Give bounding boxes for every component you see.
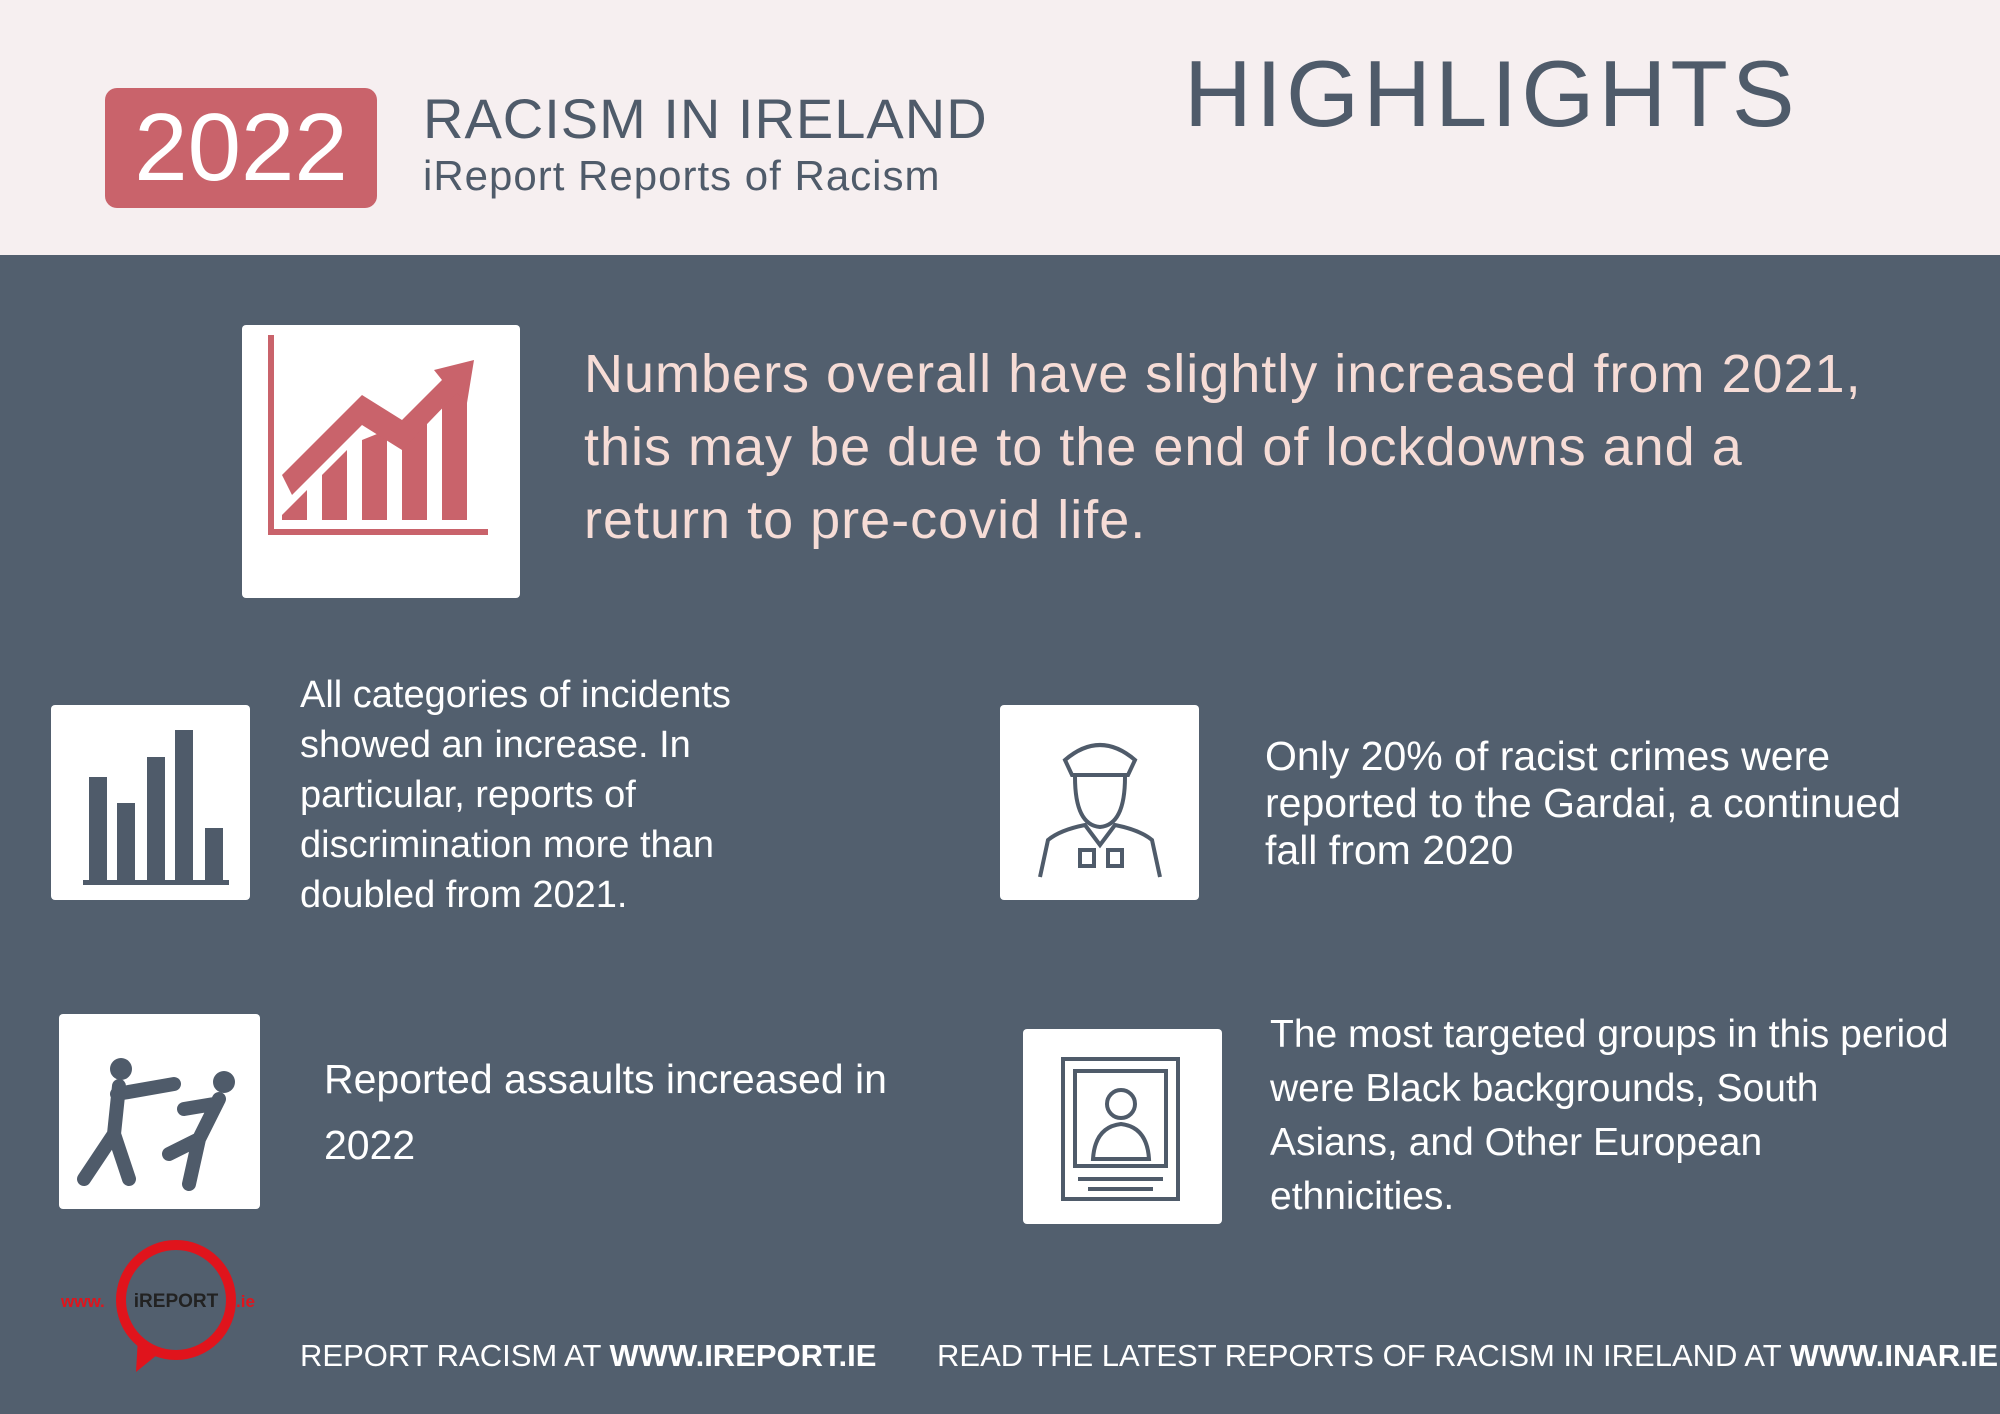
footer-link: WWW.IREPORT.IE bbox=[609, 1338, 877, 1373]
logo-tail bbox=[136, 1337, 163, 1372]
highlight-text: Only 20% of racist crimes were reported … bbox=[1265, 733, 1901, 873]
logo: www. iREPORT .ie bbox=[60, 1240, 255, 1372]
logo-ring bbox=[116, 1240, 236, 1360]
portrait-icon bbox=[1023, 1029, 1222, 1224]
highlight-text: Numbers overall have slightly increased … bbox=[584, 344, 1862, 550]
police-icon bbox=[1000, 705, 1199, 900]
subtitle: iReport Reports of Racism bbox=[423, 152, 941, 199]
title: RACISM IN IRELAND bbox=[423, 87, 988, 150]
growth-icon bbox=[242, 325, 520, 598]
bar-icon bbox=[51, 705, 250, 900]
bar-graphic bbox=[83, 730, 229, 885]
assault-icon bbox=[59, 1014, 260, 1209]
portrait-graphic bbox=[1061, 1057, 1180, 1201]
police-graphic bbox=[1038, 743, 1162, 878]
footer-left: REPORT RACISM AT WWW.IREPORT.IE bbox=[300, 1338, 876, 1374]
footer-text: REPORT RACISM AT bbox=[300, 1338, 601, 1373]
footer-link: WWW.INAR.IE bbox=[1789, 1338, 1999, 1373]
logo-text: www. bbox=[60, 1292, 105, 1311]
highlight-text: The most targeted groups in this period … bbox=[1270, 1013, 1949, 1218]
footer-right: READ THE LATEST REPORTS OF RACISM IN IRE… bbox=[937, 1338, 1998, 1374]
year-badge: 2022 bbox=[105, 88, 377, 208]
highlight-text: Reported assaults increased in 2022 bbox=[324, 1056, 887, 1168]
heading: HIGHLIGHTS bbox=[1184, 41, 1799, 146]
footer-text: READ THE LATEST REPORTS OF RACISM IN IRE… bbox=[937, 1338, 1782, 1373]
assault-graphic bbox=[77, 1058, 235, 1191]
logo-text: iREPORT bbox=[134, 1291, 219, 1312]
highlight-text: All categories of incidents showed an in… bbox=[300, 674, 731, 916]
growth-graphic bbox=[268, 335, 488, 535]
logo-text: .ie bbox=[236, 1292, 255, 1311]
